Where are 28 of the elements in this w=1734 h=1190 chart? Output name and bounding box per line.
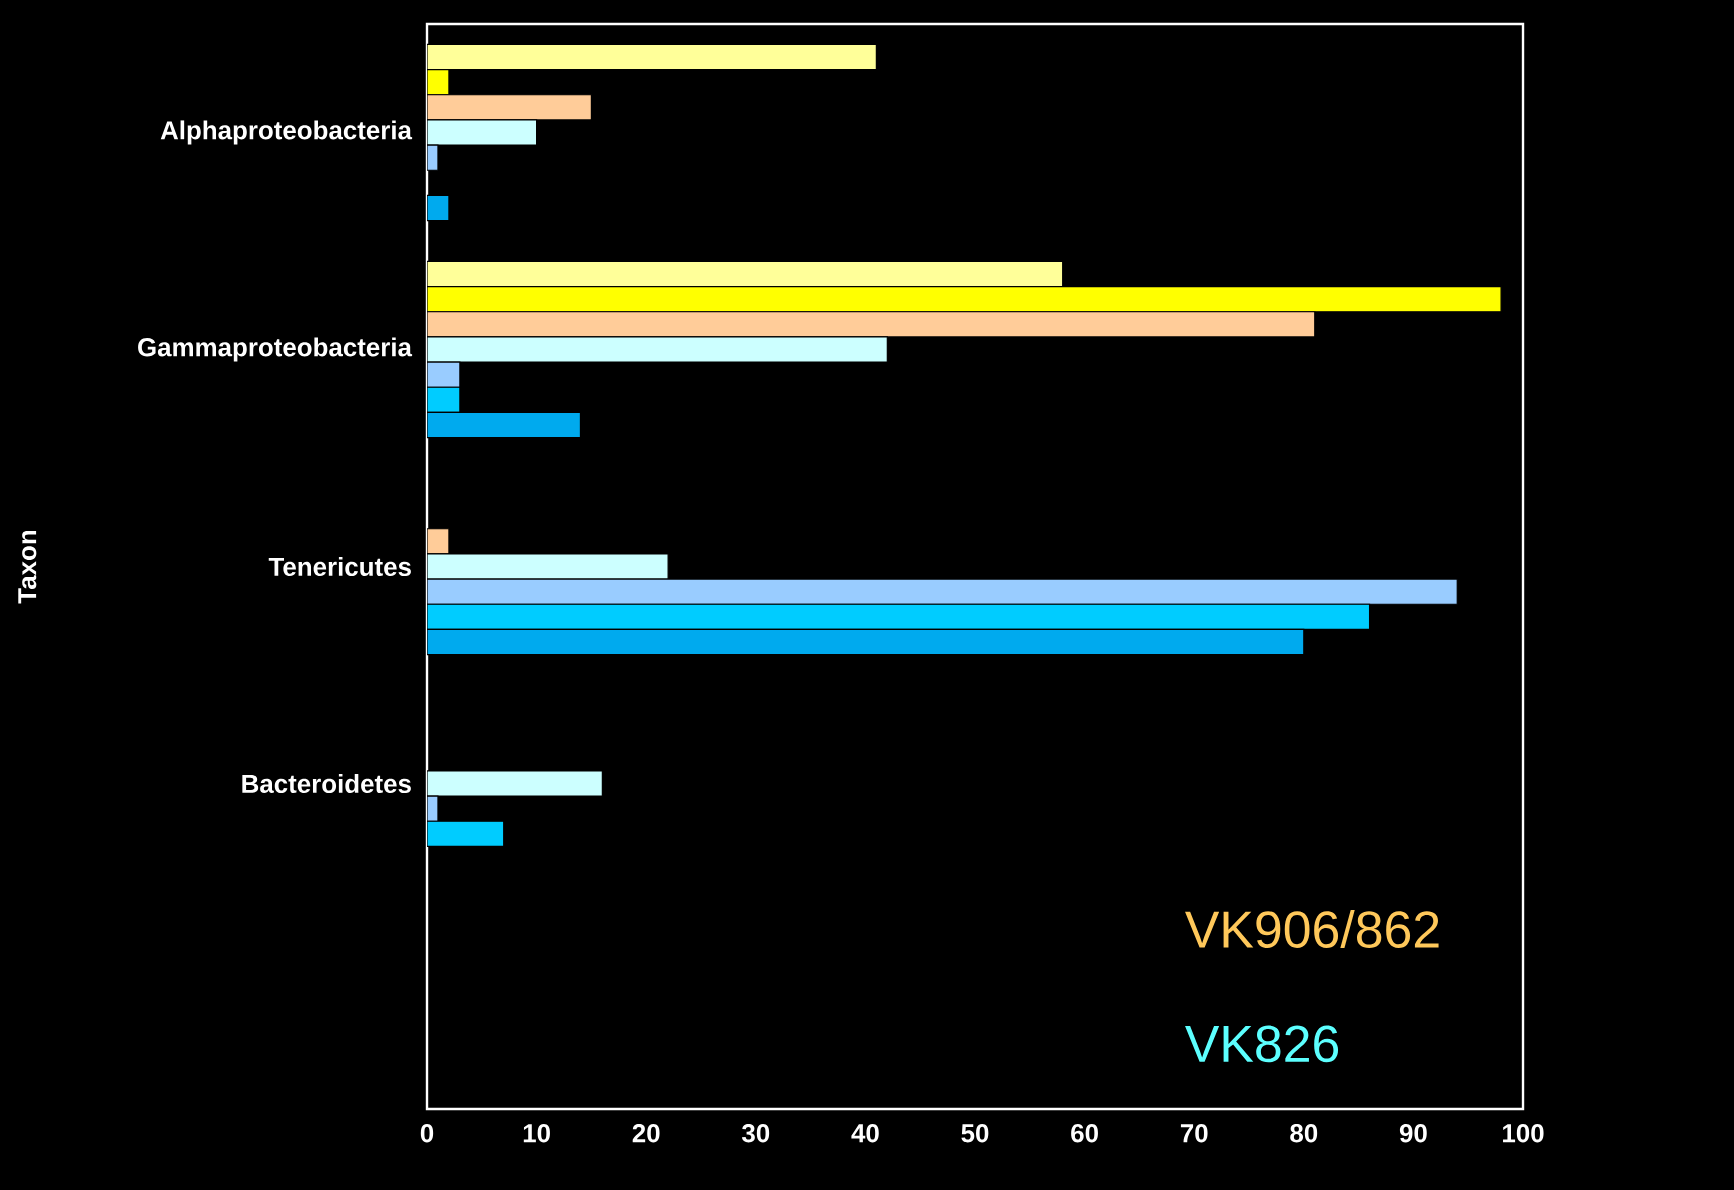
bar [427, 43, 877, 71]
y-tick-label: Alphaproteobacteria [160, 120, 413, 145]
x-tick-label: 100 [1503, 1124, 1544, 1143]
x-tick-label: 40 [851, 1124, 879, 1143]
x-tick-label: 0 [420, 1124, 434, 1143]
x-tick-label: 50 [961, 1124, 989, 1143]
bar [427, 386, 461, 414]
x-tick-label: 90 [1399, 1124, 1427, 1143]
bar [427, 285, 1502, 313]
bar [427, 603, 1371, 631]
y-tick-label: Tenericutes [268, 556, 411, 577]
x-tick-label: 20 [632, 1124, 660, 1143]
bar [427, 411, 582, 439]
bar [427, 94, 592, 121]
bar [427, 260, 1064, 288]
annotation: VK906/862 [1185, 909, 1439, 948]
x-tick-label: 70 [1180, 1124, 1208, 1143]
bar [427, 311, 1316, 338]
y-tick-label: Gammaproteobacteria [138, 337, 413, 362]
x-tick-label: 30 [741, 1124, 770, 1143]
y-tick-label: Bacteroidetes [242, 773, 411, 794]
x-tick-label: 60 [1071, 1124, 1098, 1143]
x-tick-label: 80 [1290, 1124, 1318, 1143]
annotation: VK826 [1185, 1025, 1339, 1063]
x-tick-label: 10 [523, 1124, 550, 1143]
y-axis-title: Taxon [18, 530, 37, 604]
bar [427, 628, 1305, 656]
bar [427, 820, 505, 848]
